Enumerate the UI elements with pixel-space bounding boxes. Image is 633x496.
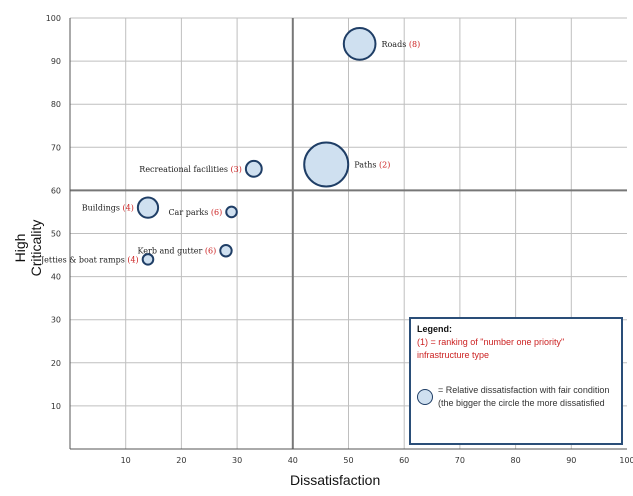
bubble <box>141 253 155 266</box>
y-tick-label: 10 <box>51 402 61 411</box>
x-tick-label: 90 <box>566 456 576 465</box>
y-tick-label: 20 <box>51 359 61 368</box>
bubble-label: Jetties & boat ramps (4) <box>40 255 139 264</box>
legend-circle-icon <box>417 389 433 405</box>
bubble <box>342 27 377 61</box>
x-tick-label: 70 <box>455 456 465 465</box>
bubble-label: Recreational facilities (3) <box>139 165 242 174</box>
bubble-label: Roads (8) <box>381 40 420 49</box>
bubble <box>244 159 263 178</box>
bubble-label-rank: (8) <box>409 40 420 49</box>
y-tick-label: 100 <box>46 14 61 23</box>
bubble-label-name: Recreational facilities <box>139 165 230 174</box>
bubble-label-rank: (4) <box>127 255 138 264</box>
y-tick-label: 30 <box>51 316 61 325</box>
bubble-label-name: Jetties & boat ramps <box>40 255 127 264</box>
bubble <box>136 196 160 219</box>
bubble-label: Car parks (6) <box>168 208 222 217</box>
bubbles: Roads (8) Paths (2) Recreational facilitie… <box>40 27 420 266</box>
x-tick-label: 60 <box>399 456 409 465</box>
y-tick-label: 40 <box>51 273 61 282</box>
y-axis-title: High Criticality <box>12 219 44 277</box>
tick-labels: 10 20 30 40 50 60 70 80 90 100 10 20 30 40 50 60 70 80 90 1… <box>46 14 633 465</box>
bubble <box>303 141 350 188</box>
axes <box>69 18 627 450</box>
grid-lines <box>70 17 627 449</box>
x-tick-label: 10 <box>121 456 131 465</box>
bubble-label-rank: (6) <box>211 208 222 217</box>
x-tick-label: 30 <box>232 456 242 465</box>
bubble-label: Kerb and gutter (6) <box>138 247 217 256</box>
bubble <box>225 205 238 219</box>
y-tick-label: 80 <box>51 100 61 109</box>
y-tick-label: 60 <box>51 186 61 195</box>
x-axis-title: Dissatisfaction <box>290 472 381 488</box>
bubble-label-name: Car parks <box>168 208 210 217</box>
legend-rank-text: (1) = ranking of "number one priority" i… <box>417 337 565 360</box>
bubble-label-name: Buildings <box>82 204 123 213</box>
x-tick-label: 40 <box>288 456 298 465</box>
x-tick-label: 80 <box>511 456 521 465</box>
x-tick-label: 20 <box>176 456 186 465</box>
bubble-label-name: Kerb and gutter <box>138 247 205 256</box>
bubble-label-rank: (6) <box>205 247 216 256</box>
bubble-label: Paths (2) <box>354 161 390 170</box>
y-tick-label: 90 <box>51 57 61 66</box>
legend-circle-text: = Relative dissatisfaction with fair con… <box>438 385 610 408</box>
bubble-label: Buildings (4) <box>82 204 134 213</box>
x-tick-label: 50 <box>343 456 353 465</box>
legend-circle-row: = Relative dissatisfaction with fair con… <box>417 384 612 410</box>
bubble <box>219 244 233 258</box>
y-tick-label: 50 <box>51 230 61 239</box>
bubble-label-name: Roads <box>381 40 408 49</box>
bubble-label-name: Paths <box>354 161 379 170</box>
bubble-label-rank: (4) <box>123 204 134 213</box>
legend-heading: Legend: <box>417 324 452 334</box>
legend-box: Legend: (1) = ranking of "number one pri… <box>409 317 623 445</box>
bubble-label-rank: (3) <box>231 165 242 174</box>
bubble-label-rank: (2) <box>379 161 390 170</box>
x-tick-label: 100 <box>619 456 633 465</box>
y-tick-label: 70 <box>51 143 61 152</box>
